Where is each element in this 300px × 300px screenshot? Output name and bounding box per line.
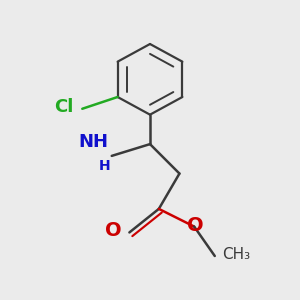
Text: O: O bbox=[187, 216, 204, 235]
Text: O: O bbox=[105, 221, 122, 241]
Text: H: H bbox=[99, 159, 110, 173]
Text: Cl: Cl bbox=[54, 98, 74, 116]
Text: CH₃: CH₃ bbox=[222, 247, 250, 262]
Text: NH: NH bbox=[79, 134, 109, 152]
